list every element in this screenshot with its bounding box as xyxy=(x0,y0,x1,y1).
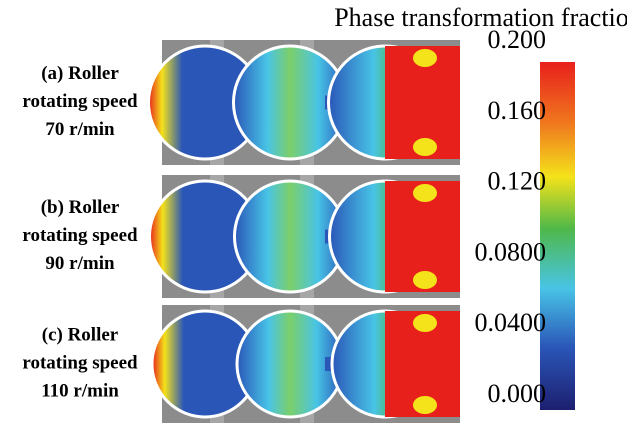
simulation-image xyxy=(152,305,460,423)
colorbar-title: Phase transformation fraction xyxy=(334,3,627,32)
colorbar-tick-label: 0.0800 xyxy=(475,237,547,266)
panel-label: rotating speed xyxy=(22,225,138,246)
notch xyxy=(413,396,437,414)
notch xyxy=(413,49,437,67)
notch xyxy=(413,314,437,332)
simulation-image xyxy=(149,40,461,165)
colorbar-tick-label: 0.200 xyxy=(488,25,547,54)
notch xyxy=(413,184,437,202)
notch xyxy=(413,138,437,156)
panel-label: 90 r/min xyxy=(45,253,115,274)
notch xyxy=(413,271,437,289)
colorbar-tick-label: 0.120 xyxy=(488,167,547,196)
panel-label: rotating speed xyxy=(22,91,138,112)
panel-label: rotating speed xyxy=(22,352,138,373)
panel-label: (a) Roller xyxy=(41,63,119,84)
colorbar-tick-label: 0.0400 xyxy=(475,308,547,337)
panel-label: 110 r/min xyxy=(41,380,119,401)
colorbar-tick-label: 0.000 xyxy=(488,379,547,408)
colorbar-tick-label: 0.160 xyxy=(488,96,547,125)
panel-label: 70 r/min xyxy=(45,119,115,140)
panel-label: (c) Roller xyxy=(42,324,119,345)
figure: Phase transformation fraction (a) Roller… xyxy=(0,0,627,423)
simulation-image xyxy=(150,175,461,298)
panel-label: (b) Roller xyxy=(41,197,120,218)
